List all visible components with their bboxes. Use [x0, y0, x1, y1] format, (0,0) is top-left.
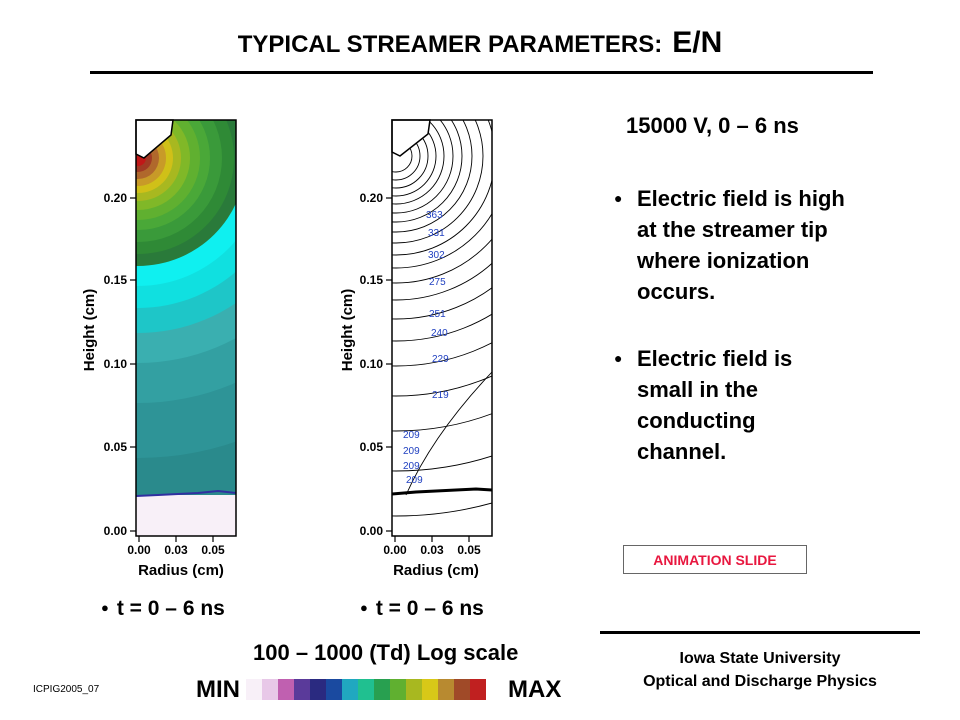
y-tick-label: 0.10	[360, 357, 384, 371]
x-tick-label: 0.05	[457, 543, 481, 557]
y-tick-label: 0.00	[360, 524, 384, 538]
page-title: TYPICAL STREAMER PARAMETERS: E/N	[0, 26, 960, 60]
color-field	[136, 120, 236, 536]
y-tick-label: 0.00	[104, 524, 128, 538]
color-scale-swatch	[294, 679, 310, 700]
y-tick-label: 0.20	[360, 191, 384, 205]
scale-range-label: 100 – 1000 (Td) Log scale	[253, 640, 519, 665]
color-scale-bar	[246, 679, 486, 700]
en-color-plot: 0.20 0.15 0.10 0.05 0.00 Height (cm) 0.0…	[81, 119, 237, 579]
scale-max-label: MAX	[508, 676, 562, 703]
bullet-text: Electric field is small in the conductin…	[637, 346, 793, 464]
title-suffix: E/N	[672, 26, 723, 59]
color-scale-swatch	[406, 679, 422, 700]
y-tick-label: 0.15	[360, 273, 384, 287]
footer-divider	[600, 631, 920, 634]
bullet-item: ● Electric field is small in the conduct…	[614, 343, 914, 467]
right-y-axis	[386, 197, 392, 532]
contour-label: 209	[403, 461, 420, 472]
contour-value-labels: 363 331 302 275 251 240 229 219 209 209 …	[403, 210, 449, 486]
contour-lines	[392, 120, 492, 517]
color-scale-swatch	[246, 679, 262, 700]
color-scale-swatch	[470, 679, 486, 700]
color-scale-swatch	[454, 679, 470, 700]
x-tick-label: 0.03	[164, 543, 188, 557]
contour-label: 331	[428, 228, 445, 239]
department-name: Optical and Discharge Physics	[643, 673, 877, 690]
color-scale-swatch	[326, 679, 342, 700]
color-scale-swatch	[310, 679, 326, 700]
y-tick-label: 0.05	[360, 440, 384, 454]
contour-label: 209	[403, 430, 420, 441]
x-axis-label: Radius (cm)	[138, 562, 224, 579]
color-scale-swatch	[358, 679, 374, 700]
bullet-icon: ●	[614, 350, 623, 366]
contour-label: 209	[406, 475, 423, 486]
contour-label: 209	[403, 446, 420, 457]
left-y-tick-labels: 0.20 0.15 0.10 0.05 0.00	[104, 191, 128, 538]
color-scale-swatch	[262, 679, 278, 700]
time-label-left: ● t = 0 – 6 ns	[101, 597, 225, 620]
contour-label: 251	[429, 309, 446, 320]
university-name: Iowa State University	[679, 650, 841, 667]
contour-label: 219	[432, 390, 449, 401]
left-y-axis	[130, 197, 136, 532]
x-axis-label: Radius (cm)	[393, 562, 479, 579]
bullet-icon: ●	[101, 600, 109, 615]
color-scale-swatch	[422, 679, 438, 700]
contour-label: 229	[432, 354, 449, 365]
x-tick-label: 0.00	[383, 543, 407, 557]
contour-label: 275	[429, 277, 446, 288]
y-tick-label: 0.05	[104, 440, 128, 454]
bullet-text: Electric field is high at the streamer t…	[637, 186, 845, 304]
color-scale-swatch	[438, 679, 454, 700]
color-scale-swatch	[278, 679, 294, 700]
slide-id: ICPIG2005_07	[33, 684, 100, 695]
scale-min-label: MIN	[196, 676, 240, 703]
contour-label: 363	[426, 210, 443, 221]
y-axis-label: Height (cm)	[81, 289, 98, 372]
voltage-time-label: 15000 V, 0 – 6 ns	[626, 113, 799, 138]
bullet-item: ● Electric field is high at the streamer…	[614, 183, 914, 307]
bullet-icon: ●	[360, 600, 368, 615]
x-tick-label: 0.03	[420, 543, 444, 557]
bullet-icon: ●	[614, 190, 623, 206]
title-divider	[90, 71, 873, 74]
y-tick-label: 0.15	[104, 273, 128, 287]
contour-label: 302	[428, 250, 445, 261]
right-x-axis	[394, 536, 470, 542]
y-tick-label: 0.20	[104, 191, 128, 205]
color-scale-swatch	[342, 679, 358, 700]
x-tick-label: 0.00	[127, 543, 151, 557]
animation-slide-badge: ANIMATION SLIDE	[623, 545, 807, 574]
x-tick-label: 0.05	[201, 543, 225, 557]
y-axis-label: Height (cm)	[339, 289, 356, 372]
left-x-axis	[138, 536, 214, 542]
time-label-right: ● t = 0 – 6 ns	[360, 597, 484, 620]
color-scale-swatch	[390, 679, 406, 700]
en-contour-plot: 363 331 302 275 251 240 229 219 209 209 …	[339, 119, 493, 579]
contour-label: 240	[431, 328, 448, 339]
color-scale-swatch	[374, 679, 390, 700]
title-main: TYPICAL STREAMER PARAMETERS:	[237, 31, 663, 58]
y-tick-label: 0.10	[104, 357, 128, 371]
